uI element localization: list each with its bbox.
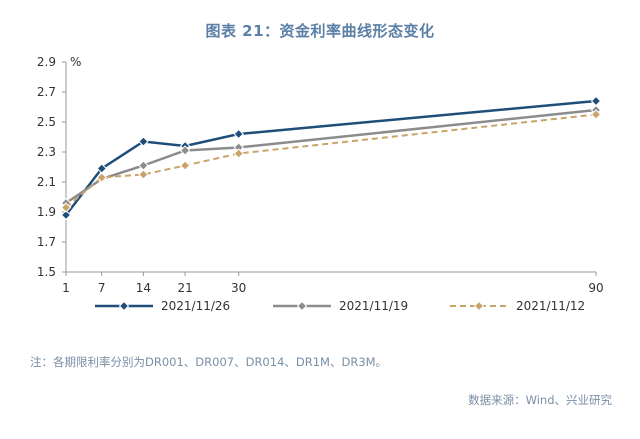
series-line [65,108,597,205]
series-1 [60,104,602,209]
data-point [138,169,149,180]
data-point [590,109,602,120]
legend-marker [473,300,485,312]
data-point [179,145,191,156]
y-tick-label: 1.9 [37,205,56,219]
data-point [138,160,149,171]
chart-source: 数据来源：Wind、兴业研究 [468,393,612,407]
data-point [590,95,602,107]
data-point [60,209,72,221]
legend-item-1: 2021/11/19 [273,299,408,313]
chart-axes: 1.5 1.7 1.9 2.1 2.3 2.5 2.7 2.9 % 1 7 14 21 30 90 [37,55,604,295]
x-tick-label: 7 [98,281,106,295]
x-tick-label: 14 [136,281,151,295]
series-2 [60,109,602,213]
x-tick-label: 90 [588,281,603,295]
x-tick-label: 30 [231,281,246,295]
chart-title: 图表 21：资金利率曲线形态变化 [205,22,435,40]
chart-series [60,95,602,221]
y-tick-label: 2.7 [37,85,56,99]
legend-label: 2021/11/19 [339,299,408,313]
y-tick-label: 1.5 [37,265,56,279]
data-point [96,172,107,183]
y-tick-label: 2.3 [37,145,56,159]
legend-marker [118,300,130,312]
data-point [138,136,149,147]
y-tick-label: 2.9 [37,55,56,69]
legend-label: 2021/11/12 [516,299,585,313]
y-tick-label: 2.1 [37,175,56,189]
chart-note: 注：各期限利率分别为DR001、DR007、DR014、DR1M、DR3M。 [30,355,388,369]
y-tick-label: 2.5 [37,115,56,129]
x-tick-label: 21 [177,281,192,295]
data-point [233,128,244,140]
data-point [179,160,191,171]
chart-legend: 2021/11/26 2021/11/19 2021/11/12 [95,299,585,313]
y-tick-label: 1.7 [37,235,56,249]
legend-item-2: 2021/11/12 [450,299,585,313]
data-point [233,148,244,159]
y-axis-unit-label: % [70,55,81,69]
data-point [60,202,72,213]
legend-marker [296,300,308,312]
series-line [65,113,597,209]
x-tick-label: 1 [62,281,70,295]
legend-label: 2021/11/26 [161,299,230,313]
series-0 [60,95,602,221]
legend-item-0: 2021/11/26 [95,299,230,313]
series-line [65,99,597,216]
line-chart: 1.5 1.7 1.9 2.1 2.3 2.5 2.7 2.9 % 1 7 14 21 30 90 2021… [37,55,604,313]
